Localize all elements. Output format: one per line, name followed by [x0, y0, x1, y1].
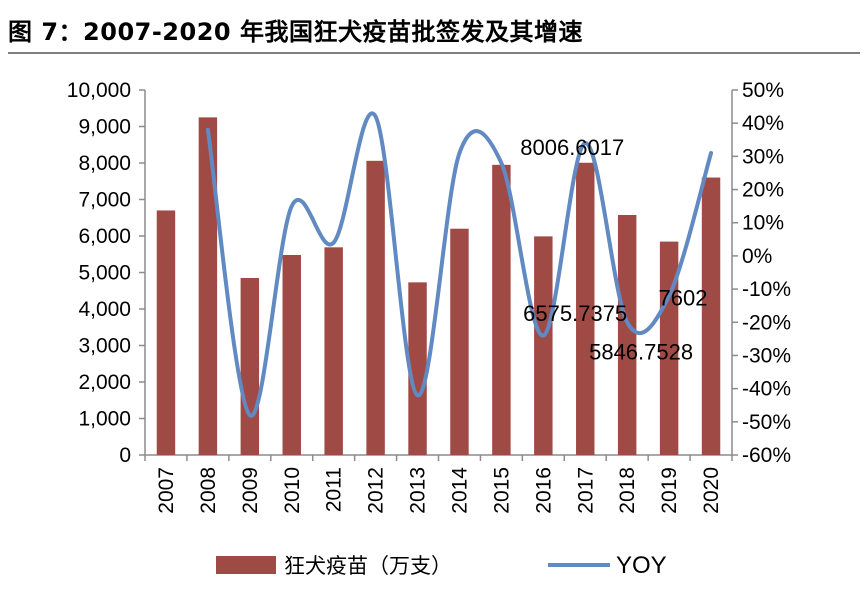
x-axis-tick-label: 2010 — [281, 467, 304, 514]
right-axis-tick-label: -60% — [742, 444, 791, 467]
chart-axes: 0 1,000 2,000 3,000 4,000 5,000 6,000 7,000 8,00… — [67, 79, 791, 514]
right-axis-tick-label: -50% — [742, 411, 791, 434]
left-axis-tick-label: 5,000 — [78, 262, 131, 285]
data-labels: 8006.6017 6575.7375 5846.7528 7602 — [520, 135, 707, 365]
bar — [701, 177, 721, 456]
bar — [659, 241, 679, 455]
bar — [324, 247, 343, 455]
x-axis-tick-label: 2012 — [365, 467, 388, 514]
left-axis-tick-label: 10,000 — [67, 79, 131, 102]
bar — [282, 254, 301, 455]
figure-title: 图 7：2007-2020 年我国狂犬疫苗批签发及其增速 — [8, 18, 583, 46]
right-axis-tick-label: 30% — [742, 145, 784, 168]
x-axis-tick-label: 2007 — [155, 467, 178, 514]
bar — [450, 228, 469, 455]
x-axis-tick-label: 2020 — [700, 467, 723, 514]
bar — [492, 164, 511, 455]
bar — [534, 236, 553, 455]
left-axis-tick-label: 8,000 — [78, 152, 131, 175]
left-axis-tick-label: 6,000 — [78, 225, 131, 248]
bar-data-label: 6575.7375 — [523, 301, 627, 326]
bar — [240, 277, 260, 455]
legend-bar-label: 狂犬疫苗（万支） — [284, 554, 452, 578]
right-axis-tick-label: 40% — [742, 112, 784, 135]
bar — [366, 160, 385, 455]
x-axis-tick-label: 2017 — [574, 467, 597, 514]
yoy-line — [205, 111, 714, 418]
x-axis-tick-label: 2009 — [239, 467, 262, 514]
right-axis-tick-label: 10% — [742, 212, 784, 235]
x-axis-tick-label: 2014 — [448, 467, 471, 514]
bar — [156, 210, 176, 455]
left-axis-tick-label: 2,000 — [78, 371, 131, 394]
right-axis-tick-label: 50% — [742, 79, 784, 102]
x-axis-tick-label: 2018 — [616, 467, 639, 514]
bar — [198, 117, 218, 455]
left-axis-tick-label: 9,000 — [78, 116, 131, 139]
bar-data-label: 5846.7528 — [589, 340, 693, 365]
left-axis-tick-label: 3,000 — [78, 335, 131, 358]
bar — [576, 162, 595, 455]
bar — [408, 282, 427, 455]
x-axis-tick-label: 2011 — [323, 467, 346, 512]
x-axis-tick-label: 2008 — [197, 467, 220, 514]
x-axis-tick-label: 2013 — [407, 467, 430, 514]
right-axis-tick-label: 0% — [742, 245, 772, 268]
legend-line-label: YOY — [616, 552, 667, 579]
yoy-line-series — [205, 111, 714, 418]
left-axis-tick-label: 1,000 — [78, 408, 131, 431]
left-axis-tick-label: 4,000 — [78, 298, 131, 321]
bar — [617, 214, 637, 455]
right-axis-tick-label: -20% — [742, 311, 791, 334]
right-axis-tick-label: -30% — [742, 344, 791, 367]
left-axis-tick-label: 7,000 — [78, 189, 131, 212]
right-axis-tick-label: 20% — [742, 179, 784, 202]
x-axis-tick-label: 2015 — [490, 467, 513, 514]
bar-data-label: 7602 — [659, 286, 708, 311]
x-axis-tick-label: 2019 — [658, 467, 681, 514]
title-divider — [8, 52, 860, 54]
legend-bar-swatch — [216, 556, 276, 574]
right-axis-tick-label: -10% — [742, 278, 791, 301]
bar-data-label: 8006.6017 — [520, 135, 624, 160]
left-axis-tick-label: 0 — [119, 444, 131, 467]
chart-legend: 狂犬疫苗（万支） YOY — [216, 552, 667, 579]
x-axis-tick-label: 2016 — [532, 467, 555, 514]
right-axis-tick-label: -40% — [742, 378, 791, 401]
